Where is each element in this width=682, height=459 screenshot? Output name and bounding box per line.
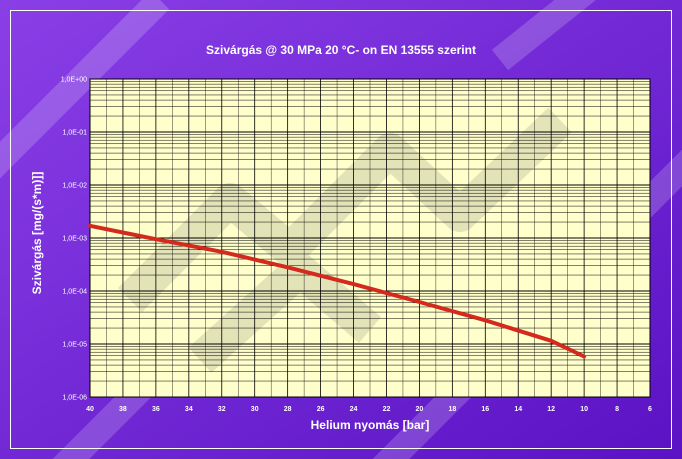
x-tick-label: 12 [547,406,555,413]
x-tick-label: 10 [580,406,588,413]
x-tick-label: 22 [383,406,391,413]
y-tick-label: 1,0E-03 [62,236,87,243]
x-tick-labels: 40 38 36 34 32 30 28 26 24 22 20 18 16 14 12 10 8 6 [86,406,652,413]
y-tick-labels: 1,0E+00 1,0E-01 1,0E-02 1,0E-03 1,0E-04 1,0E-… [61,77,87,402]
x-tick-label: 28 [284,406,292,413]
x-tick-label: 16 [481,406,489,413]
x-tick-label: 24 [350,406,358,413]
y-tick-label: 1,0E+00 [61,77,87,84]
plot-border [89,78,651,398]
chart-frame [10,10,672,449]
grid [89,78,651,398]
y-tick-label: 1,0E-01 [62,130,87,137]
x-tick-label: 32 [218,406,226,413]
series-group [88,223,587,359]
series-line-0 [88,223,587,359]
x-tick-label: 30 [251,406,259,413]
x-tick-label: 26 [317,406,325,413]
x-tick-label: 20 [416,406,424,413]
x-tick-label: 8 [615,406,619,413]
x-tick-label: 38 [119,406,127,413]
x-axis-title: Helium nyomás [bar] [310,418,430,432]
chart-title: Szivárgás @ 30 MPa 20 °C- on EN 13555 sz… [206,43,476,57]
x-tick-label: 34 [185,406,193,413]
y-tick-label: 1,0E-06 [62,395,87,402]
y-axis-title: Szivárgás [mg/(s*m)]] [30,171,44,295]
y-tick-label: 1,0E-04 [62,289,87,296]
y-tick-label: 1,0E-02 [62,183,87,190]
x-tick-label: 14 [514,406,522,413]
x-tick-label: 6 [648,406,652,413]
y-tick-label: 1,0E-05 [62,342,87,349]
x-tick-label: 36 [152,406,160,413]
x-tick-label: 18 [448,406,456,413]
x-tick-label: 40 [86,406,94,413]
